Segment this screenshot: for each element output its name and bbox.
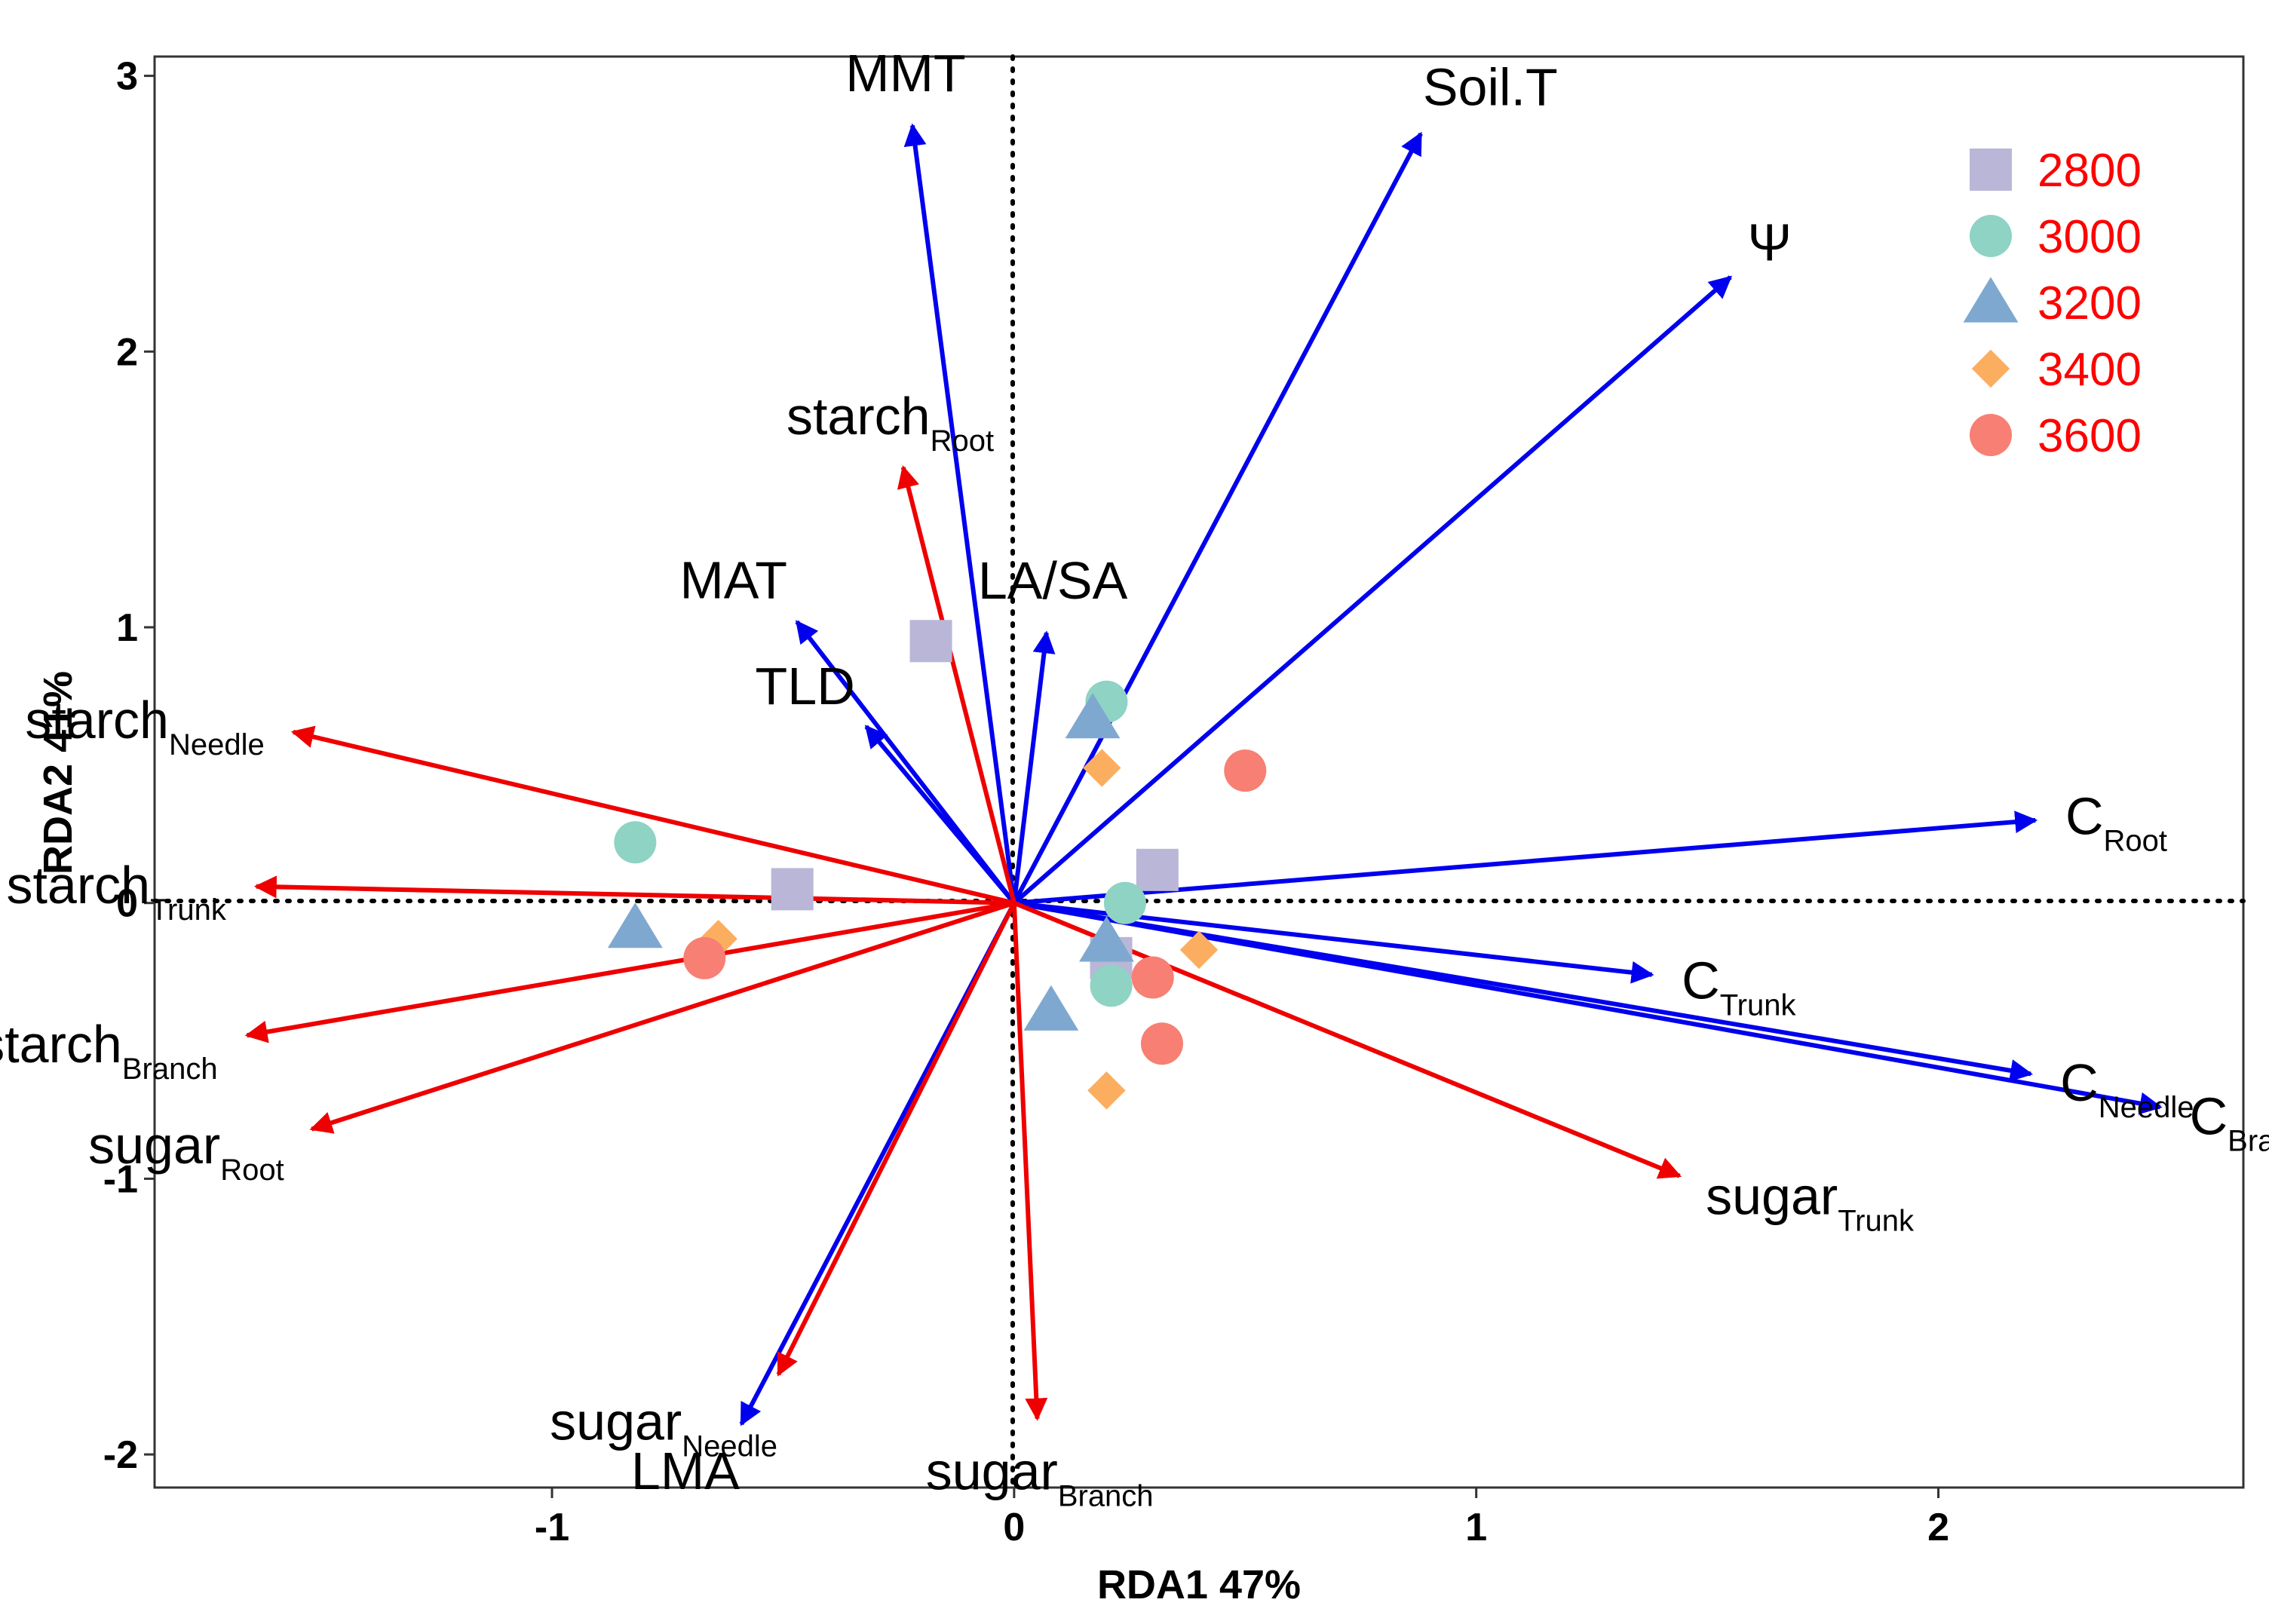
- vector-sugar-root-arrow: [309, 900, 1015, 1134]
- point-3600: [1224, 749, 1267, 792]
- point-3200: [1079, 916, 1134, 962]
- vector-mat-label: MAT: [679, 550, 787, 609]
- point-3000: [614, 821, 657, 864]
- vector-starch-trunk-label: starchTrunk: [6, 856, 226, 927]
- vector-labels: MMT Soil.T Ψ MAT LA/SA TLD CRoot CTrunk CNeedleC…: [0, 44, 2269, 1512]
- vector-la-sa-arrow: [1011, 630, 1056, 904]
- x-tick-label: 1: [1465, 1506, 1487, 1549]
- x-axis: -1 0 1 2: [535, 1488, 1949, 1549]
- point-3400: [1087, 1071, 1126, 1110]
- vector-c-branch-label: CBranch: [2190, 1087, 2269, 1158]
- vector-psi-arrow: [1012, 275, 1733, 905]
- vector-starch-branch-label: starchBranch: [0, 1015, 218, 1086]
- vector-lma-label: LMA: [631, 1442, 740, 1500]
- legend-key-3400: [1971, 349, 2010, 388]
- point-2800: [1136, 848, 1179, 891]
- vector-la-sa-label: LA/SA: [978, 551, 1128, 610]
- vector-sugar-root-label: sugarRoot: [88, 1116, 284, 1187]
- vector-starch-needle-arrow: [290, 725, 1015, 905]
- point-3400: [1083, 749, 1121, 787]
- vector-soil-t-arrow: [1012, 131, 1423, 905]
- plot-panel: [153, 55, 2245, 1489]
- vector-starch-trunk-arrow: [253, 875, 1014, 905]
- x-tick-label: -1: [535, 1506, 569, 1549]
- vector-starch-needle-label: starchNeedle: [25, 691, 264, 761]
- legend-key-3600: [1970, 414, 2012, 456]
- legend-key-3200: [1963, 277, 2019, 323]
- y-tick-label: -2: [103, 1433, 138, 1477]
- point-3400: [1179, 930, 1219, 970]
- vectors: [244, 123, 2163, 1426]
- x-axis-title: RDA1 47%: [1097, 1562, 1301, 1607]
- vector-sugar-needle-arrow: [776, 902, 1016, 1377]
- point-3200: [1065, 693, 1121, 739]
- vector-starch-root-label: starchRoot: [786, 387, 994, 458]
- legend-label-3600: 3600: [2038, 410, 2142, 462]
- vector-mat-arrow: [795, 620, 1016, 905]
- point-3600: [683, 936, 726, 979]
- point-2800: [771, 868, 814, 911]
- x-tick-label: 0: [1003, 1506, 1025, 1549]
- point-3000: [1103, 881, 1146, 924]
- vector-c-trunk-label: CTrunk: [1682, 951, 1796, 1022]
- y-tick-label: 3: [116, 55, 138, 99]
- vector-sugar-branch-label: sugarBranch: [926, 1442, 1154, 1513]
- legend-label-3000: 3000: [2038, 211, 2142, 263]
- vector-starch-branch-arrow: [244, 900, 1015, 1043]
- y-tick-label: -1: [103, 1157, 138, 1201]
- legend-key-2800: [1970, 149, 2012, 191]
- vector-sugar-needle-label: sugarNeedle: [550, 1393, 777, 1463]
- vector-tld-arrow: [864, 725, 1016, 905]
- vector-mmt-label: MMT: [845, 44, 965, 103]
- sample-points: [607, 620, 1267, 1110]
- vector-sugar-branch-arrow: [1011, 902, 1048, 1421]
- y-tick-label: 1: [116, 606, 138, 650]
- point-3200: [1023, 985, 1079, 1031]
- vector-c-needle-label: CNeedle: [2060, 1053, 2194, 1124]
- vector-starch-root-arrow: [897, 464, 1016, 904]
- point-2800: [909, 620, 952, 663]
- vector-c-root-label: CRoot: [2065, 786, 2167, 857]
- vector-psi-label: Ψ: [1747, 213, 1791, 271]
- y-tick-label: 0: [116, 882, 138, 926]
- point-3600: [1131, 956, 1174, 999]
- x-tick-label: 2: [1927, 1506, 1949, 1549]
- vector-sugar-trunk-label: sugarTrunk: [1706, 1166, 1915, 1237]
- y-axis: -2 -1 0 1 2 3: [103, 55, 155, 1477]
- vector-soil-t-label: Soil.T: [1423, 58, 1558, 117]
- point-3600: [1140, 1022, 1183, 1065]
- legend-label-2800: 2800: [2038, 145, 2142, 197]
- legend: 2800 3000 3200 3400 3600: [1963, 145, 2142, 462]
- vector-c-root-arrow: [1013, 810, 2038, 905]
- legend-key-3000: [1970, 215, 2012, 257]
- y-axis-title: RDA2 41%: [35, 671, 81, 875]
- vector-tld-label: TLD: [756, 657, 855, 715]
- point-3000: [1090, 964, 1133, 1007]
- point-3200: [607, 902, 663, 948]
- vector-mmt-arrow: [903, 123, 1016, 904]
- vector-c-branch-arrow: [1013, 900, 2163, 1115]
- legend-label-3400: 3400: [2038, 344, 2142, 396]
- legend-label-3200: 3200: [2038, 277, 2142, 329]
- y-tick-label: 2: [116, 330, 138, 374]
